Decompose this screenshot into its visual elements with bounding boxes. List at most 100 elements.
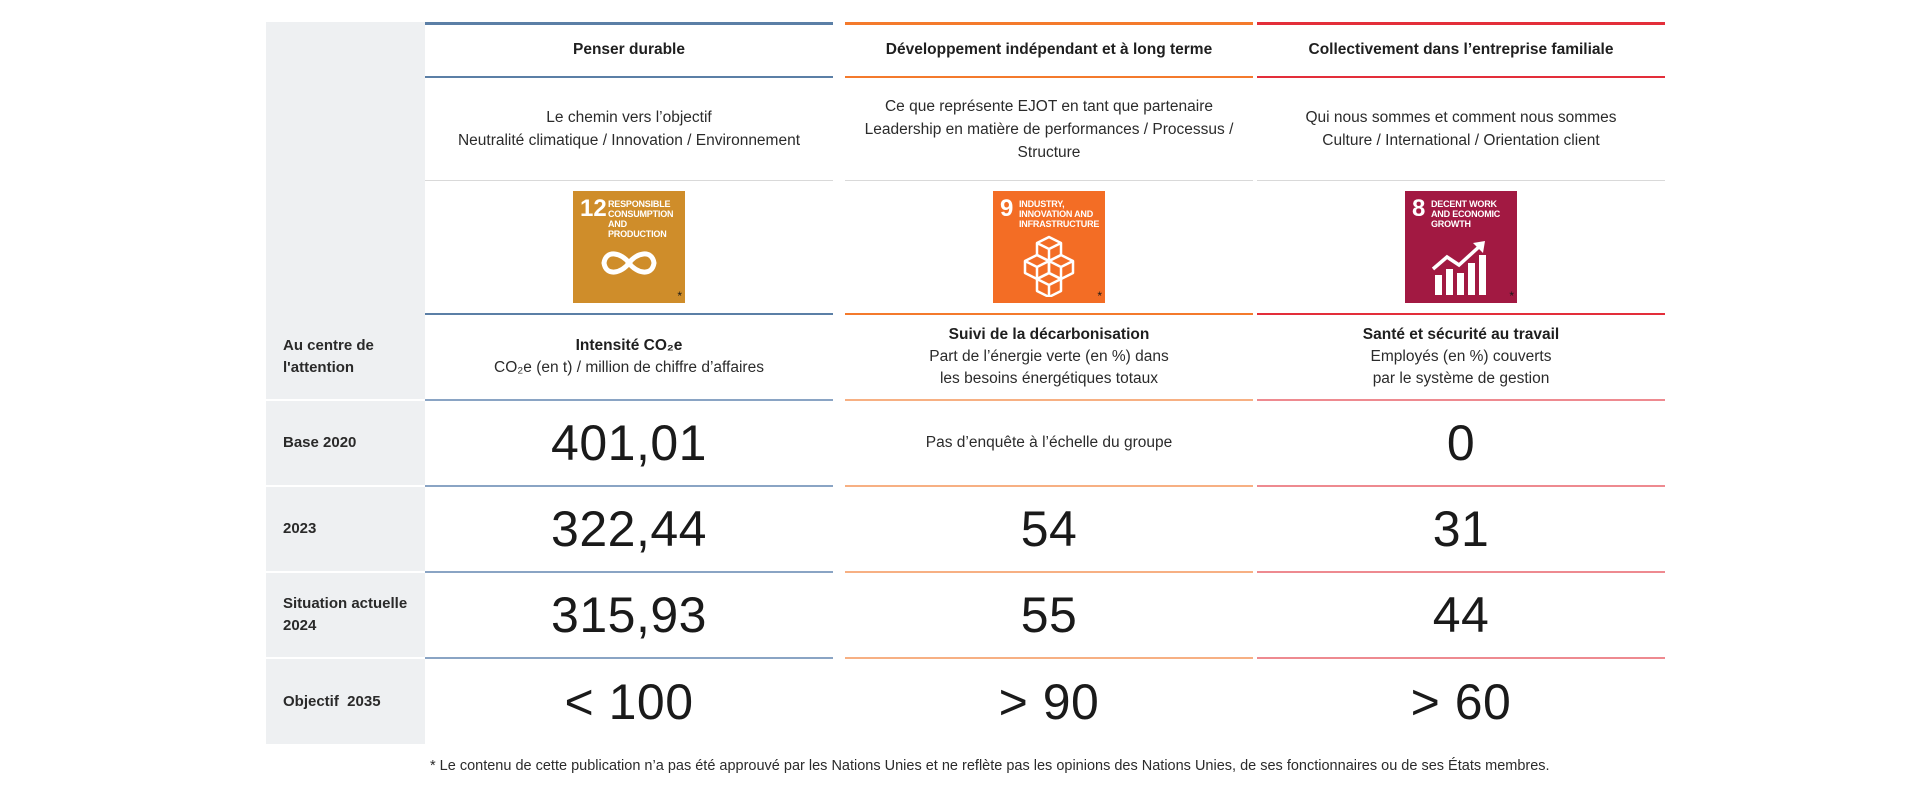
subtitle-line: Qui nous sommes et comment nous sommes <box>1305 109 1617 126</box>
focus-subtitle: CO₂e (en t) / million de chiffre d’affai… <box>494 359 764 376</box>
column-subtitle: Le chemin vers l’objectif Neutralité cli… <box>425 78 833 180</box>
sdg-disclaimer-mark: * <box>677 289 682 303</box>
column-top-rule <box>1257 22 1665 25</box>
row-rule <box>845 485 1253 487</box>
sustainability-table: Au centre de l'attention Base 2020 2023 … <box>266 22 1665 744</box>
value-base-2020: Pas d’enquête à l’échelle du groupe <box>845 401 1253 485</box>
value-target-2035: < 100 <box>425 659 833 744</box>
value-target-2035: > 90 <box>845 659 1253 744</box>
divider <box>425 180 833 181</box>
focus-subtitle: Employés (en %) couverts <box>1370 348 1552 365</box>
sdg-cell: 12 Responsible consumption and productio… <box>425 181 833 313</box>
growth-chart-icon <box>1431 241 1486 295</box>
focus-cell: Suivi de la décarbonisation Part de l’én… <box>845 315 1253 399</box>
value-2024: 315,93 <box>425 573 833 657</box>
row-rule <box>845 657 1253 659</box>
sdg-cell: 9 Industry, innovation and infrastructur… <box>845 181 1253 313</box>
sdg-12-logo: 12 Responsible consumption and productio… <box>573 191 685 303</box>
value-2024: 44 <box>1257 573 1665 657</box>
focus-rule <box>845 313 1253 315</box>
row-label-text: Situation actuelle 2024 <box>283 595 408 634</box>
sdg-number: 8 <box>1412 195 1426 222</box>
row-rule <box>425 399 833 401</box>
cubes-icon <box>1023 235 1075 297</box>
un-disclaimer-footnote: * Le contenu de cette publication n’a pa… <box>430 758 1550 774</box>
sdg-cell: 8 Decent work and economic growth * <box>1257 181 1665 313</box>
row-label-text: 2023 <box>283 520 317 537</box>
row-label-text: Base 2020 <box>283 434 357 451</box>
value-text: Pas d’enquête à l’échelle du groupe <box>925 434 1173 451</box>
value-2023: 31 <box>1257 487 1665 571</box>
column-penser-durable: Penser durable Le chemin vers l’objectif… <box>425 22 833 744</box>
subtitle-line: Culture / International / Orientation cl… <box>1322 132 1600 149</box>
row-divider <box>266 657 425 659</box>
value-text: > 60 <box>1410 673 1512 730</box>
row-divider <box>266 485 425 487</box>
focus-cell: Santé et sécurité au travail Employés (e… <box>1257 315 1665 399</box>
value-text: 315,93 <box>551 587 707 643</box>
value-text: < 100 <box>564 673 694 730</box>
subtitle-line: Structure <box>1017 143 1081 161</box>
row-rule <box>1257 571 1665 573</box>
sdg-title: Responsible consumption and production <box>608 199 674 239</box>
value-target-2035: > 60 <box>1257 659 1665 744</box>
row-rule <box>845 571 1253 573</box>
row-label-base-2020: Base 2020 <box>266 401 425 485</box>
value-base-2020: 401,01 <box>425 401 833 485</box>
header-rule <box>845 76 1253 78</box>
value-text: 0 <box>1446 415 1476 471</box>
column-subtitle: Qui nous sommes et comment nous sommes C… <box>1257 78 1665 180</box>
row-rule <box>845 399 1253 401</box>
sdg-disclaimer-mark: * <box>1097 289 1102 303</box>
sdg-disclaimer-mark: * <box>1509 289 1514 303</box>
sdg-8-logo: 8 Decent work and economic growth * <box>1405 191 1517 303</box>
focus-subtitle: Part de l’énergie verte (en %) dans <box>929 348 1169 365</box>
column-header: Collectivement dans l’entreprise familia… <box>1257 25 1665 75</box>
sdg-9-logo: 9 Industry, innovation and infrastructur… <box>993 191 1105 303</box>
value-text: 44 <box>1432 587 1490 643</box>
sdg-title: Industry, innovation and infrastructure <box>1019 199 1100 229</box>
column-top-rule <box>425 22 833 25</box>
value-text: 55 <box>1020 587 1078 643</box>
divider <box>845 180 1253 181</box>
value-text: 54 <box>1020 501 1078 557</box>
focus-rule <box>1257 313 1665 315</box>
value-text: > 90 <box>998 673 1100 730</box>
row-label-text: Objectif 2035 <box>283 692 381 710</box>
column-top-rule <box>845 22 1253 25</box>
divider <box>1257 180 1665 181</box>
focus-title: Santé et sécurité au travail <box>1362 326 1560 343</box>
value-2024: 55 <box>845 573 1253 657</box>
value-text: 31 <box>1432 501 1490 557</box>
row-rule <box>1257 399 1665 401</box>
column-header-text: Développement indépendant et à long term… <box>885 41 1213 58</box>
row-divider <box>266 399 425 401</box>
sdg-number: 12 <box>580 195 607 222</box>
focus-rule <box>425 313 833 315</box>
column-collectivement: Collectivement dans l’entreprise familia… <box>1257 22 1665 744</box>
column-subtitle: Ce que représente EJOT en tant que parte… <box>845 78 1253 180</box>
header-rule <box>425 76 833 78</box>
row-label-2023: 2023 <box>266 487 425 571</box>
header-rule <box>1257 76 1665 78</box>
infinity-icon <box>601 251 657 275</box>
column-header-text: Penser durable <box>573 41 685 58</box>
column-header: Développement indépendant et à long term… <box>845 25 1253 75</box>
focus-title: Suivi de la décarbonisation <box>948 326 1150 343</box>
row-rule <box>1257 657 1665 659</box>
row-rule <box>425 485 833 487</box>
row-label-2024: Situation actuelle 2024 <box>266 573 425 657</box>
value-text: 322,44 <box>551 501 707 557</box>
row-divider <box>266 571 425 573</box>
row-label-focus: Au centre de l'attention <box>266 315 425 399</box>
focus-title: Intensité CO₂e <box>575 337 683 354</box>
row-rule <box>425 571 833 573</box>
column-developpement: Développement indépendant et à long term… <box>845 22 1253 744</box>
focus-subtitle: les besoins énergétiques totaux <box>939 370 1158 387</box>
value-2023: 322,44 <box>425 487 833 571</box>
value-2023: 54 <box>845 487 1253 571</box>
row-rule <box>425 657 833 659</box>
value-base-2020: 0 <box>1257 401 1665 485</box>
subtitle-line: Le chemin vers l’objectif <box>546 109 712 126</box>
column-header: Penser durable <box>425 25 833 75</box>
